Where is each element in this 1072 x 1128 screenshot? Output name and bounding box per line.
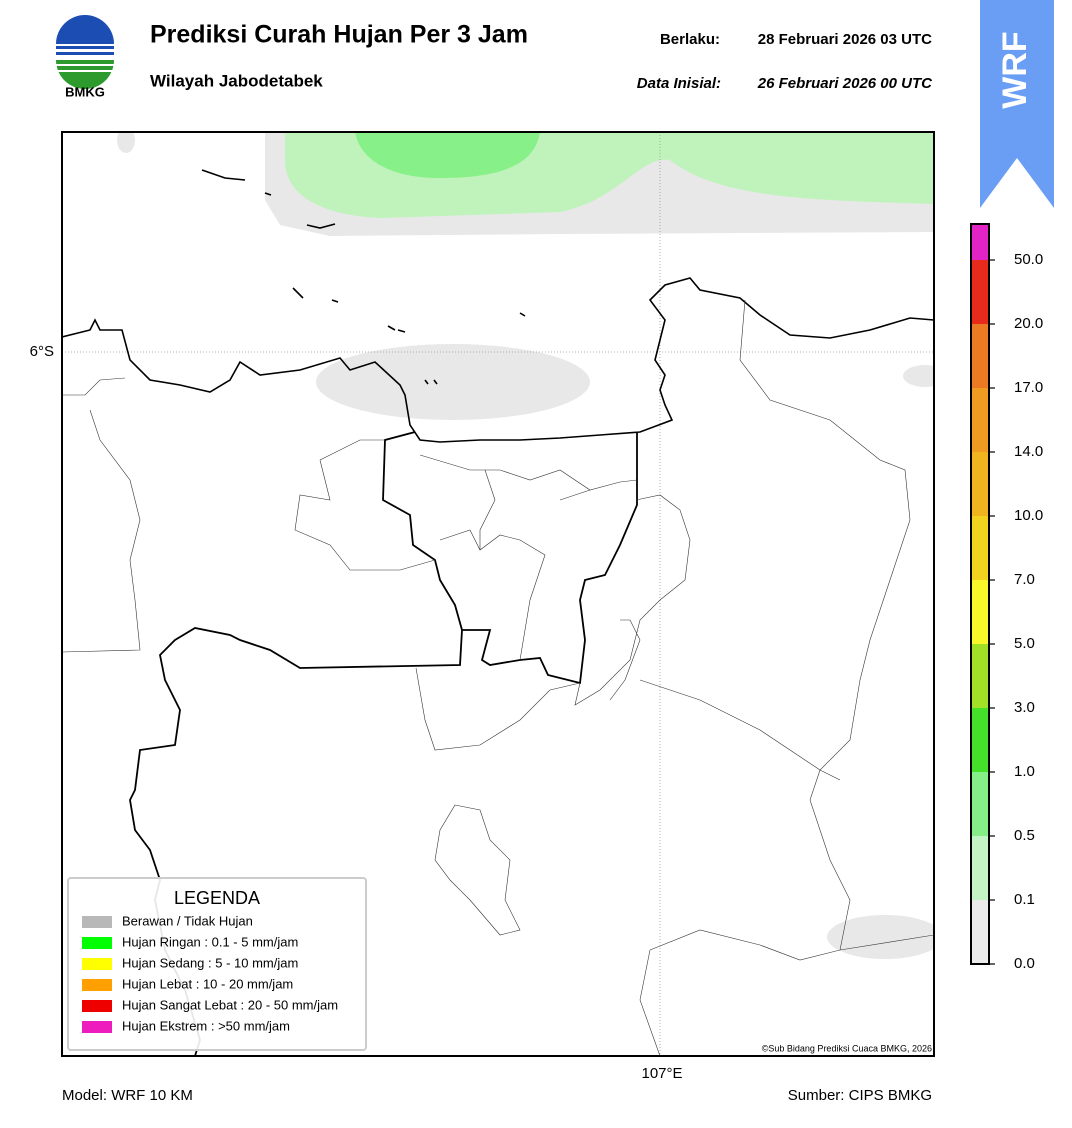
legend-label: Hujan Ringan : 0.1 - 5 mm/jam bbox=[122, 934, 298, 949]
lon-label: 107°E bbox=[641, 1065, 682, 1082]
legend-label: Hujan Ekstrem : >50 mm/jam bbox=[122, 1018, 290, 1033]
valid-label: Berlaku: bbox=[660, 31, 720, 48]
colorbar-segment bbox=[971, 772, 989, 836]
lat-label: 6°S bbox=[30, 343, 54, 360]
colorbar-segment bbox=[971, 644, 989, 708]
legend-label: Berawan / Tidak Hujan bbox=[122, 913, 253, 928]
colorbar-label: 17.0 bbox=[1014, 379, 1043, 396]
footer-source: Sumber: CIPS BMKG bbox=[788, 1087, 932, 1104]
colorbar-label: 10.0 bbox=[1014, 507, 1043, 524]
subtitle: Wilayah Jabodetabek bbox=[150, 71, 323, 90]
colorbar-label: 14.0 bbox=[1014, 443, 1043, 460]
colorbar-label: 0.1 bbox=[1014, 891, 1035, 908]
badge-text: WRF bbox=[996, 31, 1034, 108]
colorbar-label: 7.0 bbox=[1014, 571, 1035, 588]
colorbar-segment bbox=[971, 452, 989, 516]
colorbar-label: 1.0 bbox=[1014, 763, 1035, 780]
colorbar-segment bbox=[971, 224, 989, 260]
colorbar-segment bbox=[971, 388, 989, 452]
legend-swatch bbox=[82, 916, 112, 928]
legend-swatch bbox=[82, 979, 112, 991]
colorbar: 0.0 0.1 0.5 1.0 3.0 5.0 7.0 10.0 14.0 17.0 20.0 50.… bbox=[970, 223, 1043, 972]
logo-text: BMKG bbox=[65, 84, 105, 99]
legend: LEGENDA Berawan / Tidak Hujan Hujan Ringa… bbox=[67, 877, 367, 1051]
colorbar-segment bbox=[971, 516, 989, 580]
colorbar-segment bbox=[971, 836, 989, 900]
colorbar-segment bbox=[971, 260, 989, 324]
map-frame bbox=[61, 131, 935, 1057]
init-time: 26 Februari 2026 00 UTC bbox=[757, 75, 933, 92]
colorbar-frame bbox=[970, 223, 990, 965]
valid-time: 28 Februari 2026 03 UTC bbox=[758, 31, 932, 48]
title: Prediksi Curah Hujan Per 3 Jam bbox=[150, 21, 528, 49]
colorbar-label: 0.0 bbox=[1014, 955, 1035, 972]
colorbar-label: 50.0 bbox=[1014, 251, 1043, 268]
colorbar-segment bbox=[971, 708, 989, 772]
colorbar-label: 3.0 bbox=[1014, 699, 1035, 716]
legend-label: Hujan Sedang : 5 - 10 mm/jam bbox=[122, 955, 298, 970]
colorbar-label: 0.5 bbox=[1014, 827, 1035, 844]
credit: ©Sub Bidang Prediksi Cuaca BMKG, 2026 bbox=[762, 1043, 932, 1053]
badge bbox=[980, 0, 1054, 208]
colorbar-label: 5.0 bbox=[1014, 635, 1035, 652]
legend-swatch bbox=[82, 1021, 112, 1033]
legend-swatch bbox=[82, 937, 112, 949]
legend-swatch bbox=[82, 958, 112, 970]
colorbar-label: 20.0 bbox=[1014, 315, 1043, 332]
footer-model: Model: WRF 10 KM bbox=[62, 1087, 193, 1104]
legend-swatch bbox=[82, 1000, 112, 1012]
legend-title: LEGENDA bbox=[174, 888, 260, 908]
legend-label: Hujan Lebat : 10 - 20 mm/jam bbox=[122, 976, 293, 991]
map bbox=[62, 132, 934, 1056]
logo: BMKG bbox=[56, 15, 114, 99]
colorbar-segment bbox=[971, 324, 989, 388]
colorbar-segment bbox=[971, 900, 989, 964]
legend-label: Hujan Sangat Lebat : 20 - 50 mm/jam bbox=[122, 997, 338, 1012]
init-label: Data Inisial: bbox=[637, 75, 721, 92]
colorbar-segment bbox=[971, 580, 989, 644]
